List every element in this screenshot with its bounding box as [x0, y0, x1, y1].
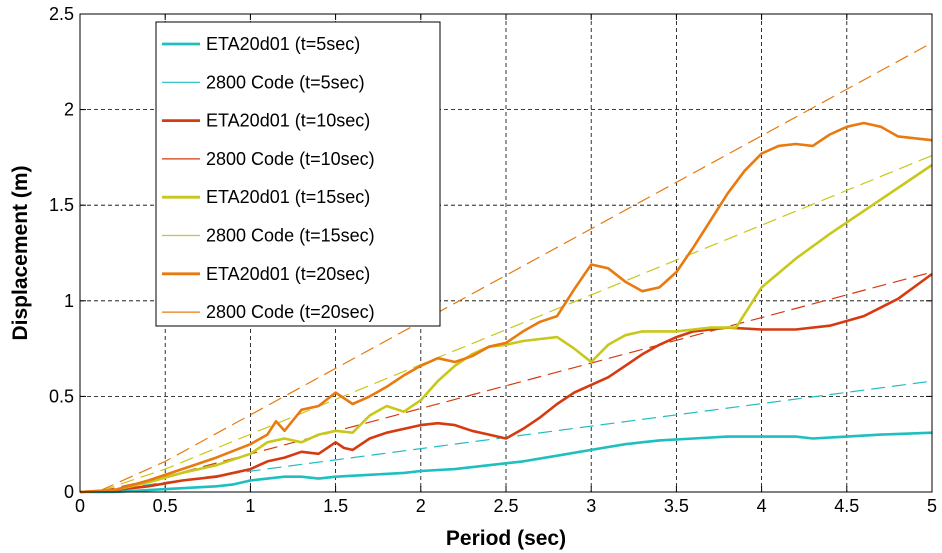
y-tick-label: 1.5 — [49, 195, 74, 215]
legend-entry: ETA20d01 (t=20sec) — [206, 264, 370, 284]
y-tick-label: 0.5 — [49, 386, 74, 406]
legend-entry: 2800 Code (t=10sec) — [206, 149, 375, 169]
x-tick-label: 1 — [245, 496, 255, 516]
y-axis-label: Displacement (m) — [9, 165, 32, 340]
x-tick-label: 5 — [927, 496, 937, 516]
x-tick-label: 1.5 — [323, 496, 348, 516]
x-tick-label: 4.5 — [834, 496, 859, 516]
legend-entry: ETA20d01 (t=15sec) — [206, 187, 370, 207]
x-axis-label: Period (sec) — [446, 527, 566, 550]
legend-entry: 2800 Code (t=20sec) — [206, 302, 375, 322]
series-line — [79, 121, 933, 494]
legend-entry: ETA20d01 (t=5sec) — [206, 34, 360, 54]
x-tick-label: 2 — [416, 496, 426, 516]
legend-entry: ETA20d01 (t=10sec) — [206, 111, 370, 131]
x-tick-label: 0.5 — [153, 496, 178, 516]
series-line — [80, 431, 933, 494]
x-tick-label: 3.5 — [664, 496, 689, 516]
legend: ETA20d01 (t=5sec) 2800 Code (t=5sec) ETA20… — [155, 21, 441, 327]
axis-ticks: 0 0.5 1 1.5 2 2.5 3 3.5 4 4.5 5 0 0.5 1 1.5 2 2.5 — [49, 4, 937, 516]
x-tick-label: 0 — [75, 496, 85, 516]
x-tick-label: 4 — [757, 496, 767, 516]
y-tick-label: 2.5 — [49, 4, 74, 24]
x-tick-label: 2.5 — [493, 496, 518, 516]
plot-frame — [79, 13, 933, 493]
y-tick-label: 2 — [64, 100, 74, 120]
legend-box — [155, 21, 441, 327]
y-tick-label: 0 — [64, 482, 74, 502]
series-line — [79, 163, 933, 494]
legend-entry: 2800 Code (t=5sec) — [206, 72, 365, 92]
y-tick-label: 1 — [64, 291, 74, 311]
x-tick-label: 3 — [586, 496, 596, 516]
legend-entry: 2800 Code (t=15sec) — [206, 226, 375, 246]
